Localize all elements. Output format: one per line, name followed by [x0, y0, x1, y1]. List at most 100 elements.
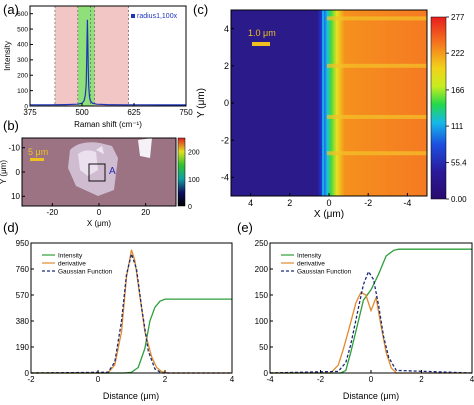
x-tick-label: 4	[248, 198, 253, 208]
c-colorbar-tick-label: 0.00	[451, 195, 467, 204]
x-tick-label: 375	[23, 108, 37, 117]
legend-label: Intensity	[297, 253, 322, 260]
a-legend-label: radius1,100x	[137, 13, 178, 20]
x-tick-label: 0	[369, 375, 374, 384]
a-band	[54, 6, 78, 106]
series-line-1	[270, 291, 472, 374]
y-tick-label: 400	[17, 42, 28, 49]
c-colorbar-tick-label: 277	[451, 13, 465, 22]
y-tick-label: 760	[16, 265, 30, 274]
x-tick-label: 0	[96, 375, 101, 384]
b-y-ticks: -10 0 10	[8, 144, 25, 201]
c-colorbar-tick-label: 55.4	[451, 159, 467, 168]
y-tick-label: 0	[16, 168, 21, 177]
y-tick-label: 50	[259, 343, 268, 352]
c-colorbar	[430, 16, 447, 200]
c-y-ticks: 4 2 0 -2 -4	[221, 24, 234, 183]
y-tick-label: 250	[255, 239, 269, 248]
x-tick-label: 4	[470, 375, 474, 384]
x-tick-label: 0	[326, 198, 331, 208]
d-x-axis-label: Distance (μm)	[103, 391, 159, 401]
d-x-ticks: -2 0 2 4	[27, 370, 235, 384]
x-tick-label: 20	[141, 208, 150, 217]
panel-b-optical-image: A 5 μm -20 0 20 -10 0 10 X (μm) Y (μm) 200 10…	[0, 137, 200, 228]
panel-e-profile-plot: -4 -2 0 2 4 0 50 100 150 200 250 Intensityderivat…	[255, 239, 474, 401]
panel-label-d: (d)	[3, 220, 19, 235]
c-x-axis-label: X (μm)	[314, 209, 344, 220]
c-colorbar-tick-label: 222	[451, 49, 465, 58]
a-x-axis-label: Raman shift (cm⁻¹)	[74, 120, 142, 129]
c-map-stripes	[322, 10, 427, 196]
x-tick-label: -2	[364, 198, 372, 208]
panel-label-e: (e)	[237, 220, 253, 235]
c-stripe	[327, 114, 427, 119]
x-tick-label: 2	[163, 375, 168, 384]
panel-a-raman-spectrum: 375 500 625 750 0 100 200 300 400 500 600 Raman s…	[3, 5, 193, 129]
c-scalebar	[252, 42, 270, 46]
c-map-field	[231, 10, 427, 196]
b-colorbar-ticks: 200 100 0	[188, 150, 200, 211]
y-tick-label: 600	[17, 11, 28, 18]
y-tick-label: -4	[221, 173, 229, 183]
d-series	[30, 249, 232, 374]
series-line-2	[30, 251, 232, 374]
e-x-ticks: -4 -2 0 2 4	[266, 370, 474, 384]
a-plot-frame	[29, 5, 187, 107]
b-flake-right	[138, 138, 152, 158]
a-x-ticks: 375 500 625 750	[23, 103, 193, 117]
a-series	[30, 19, 186, 106]
e-series	[269, 248, 473, 374]
b-colorbar-tick-label: 0	[188, 204, 192, 211]
x-tick-label: -2	[317, 375, 325, 384]
y-tick-label: 4	[224, 24, 229, 34]
c-colorbar-tick-label: 166	[451, 86, 465, 95]
e-y-ticks: 0 50 100 150 200 250	[255, 239, 273, 378]
y-tick-label: 100	[255, 317, 269, 326]
b-scalebar-label: 5 μm	[28, 147, 48, 157]
y-tick-label: -2	[221, 135, 229, 145]
legend-label: Gaussian Function	[58, 269, 113, 276]
y-tick-label: 190	[16, 343, 30, 352]
b-flake-highlight	[78, 150, 98, 176]
y-tick-label: 2	[224, 61, 229, 71]
y-tick-label: 0	[24, 103, 28, 110]
x-tick-label: -2	[27, 375, 35, 384]
b-annotation-a: A	[109, 166, 116, 177]
a-band	[94, 6, 129, 106]
b-selection-box	[88, 163, 106, 182]
series-line-1	[31, 249, 232, 374]
c-stripe	[327, 151, 427, 156]
x-tick-label: 4	[230, 375, 235, 384]
y-tick-label: 0	[264, 369, 269, 378]
b-x-axis-label: X (μm)	[87, 219, 111, 228]
a-vlines	[54, 6, 129, 106]
x-tick-label: 500	[75, 108, 89, 117]
y-tick-label: -10	[8, 144, 20, 153]
y-tick-label: 10	[11, 192, 20, 201]
series-line-0	[270, 248, 472, 374]
legend-label: Intensity	[58, 253, 83, 260]
y-tick-label: 500	[17, 26, 28, 33]
x-tick-label: -4	[266, 375, 274, 384]
c-colorbar-ticks: 277 222 166 111 55.4 0.00	[446, 13, 467, 204]
x-tick-label: 2	[419, 375, 424, 384]
b-colorbar	[177, 137, 186, 207]
y-tick-label: 300	[17, 57, 28, 64]
panel-label-c: (c)	[193, 2, 208, 17]
d-plot-frame	[30, 242, 233, 374]
legend-label: derivative	[58, 261, 86, 268]
y-tick-label: 0	[224, 98, 229, 108]
panel-label-a: (a)	[3, 2, 19, 17]
x-tick-label: 0	[97, 208, 102, 217]
e-x-axis-label: Distance (μm)	[343, 391, 399, 401]
series-line-0	[30, 19, 186, 106]
b-y-axis-label: Y (μm)	[0, 160, 8, 184]
a-legend-swatch	[131, 14, 135, 18]
c-stripe	[327, 63, 427, 68]
c-stripe	[327, 16, 427, 21]
series-line-0	[31, 298, 232, 374]
x-tick-label: -4	[403, 198, 411, 208]
